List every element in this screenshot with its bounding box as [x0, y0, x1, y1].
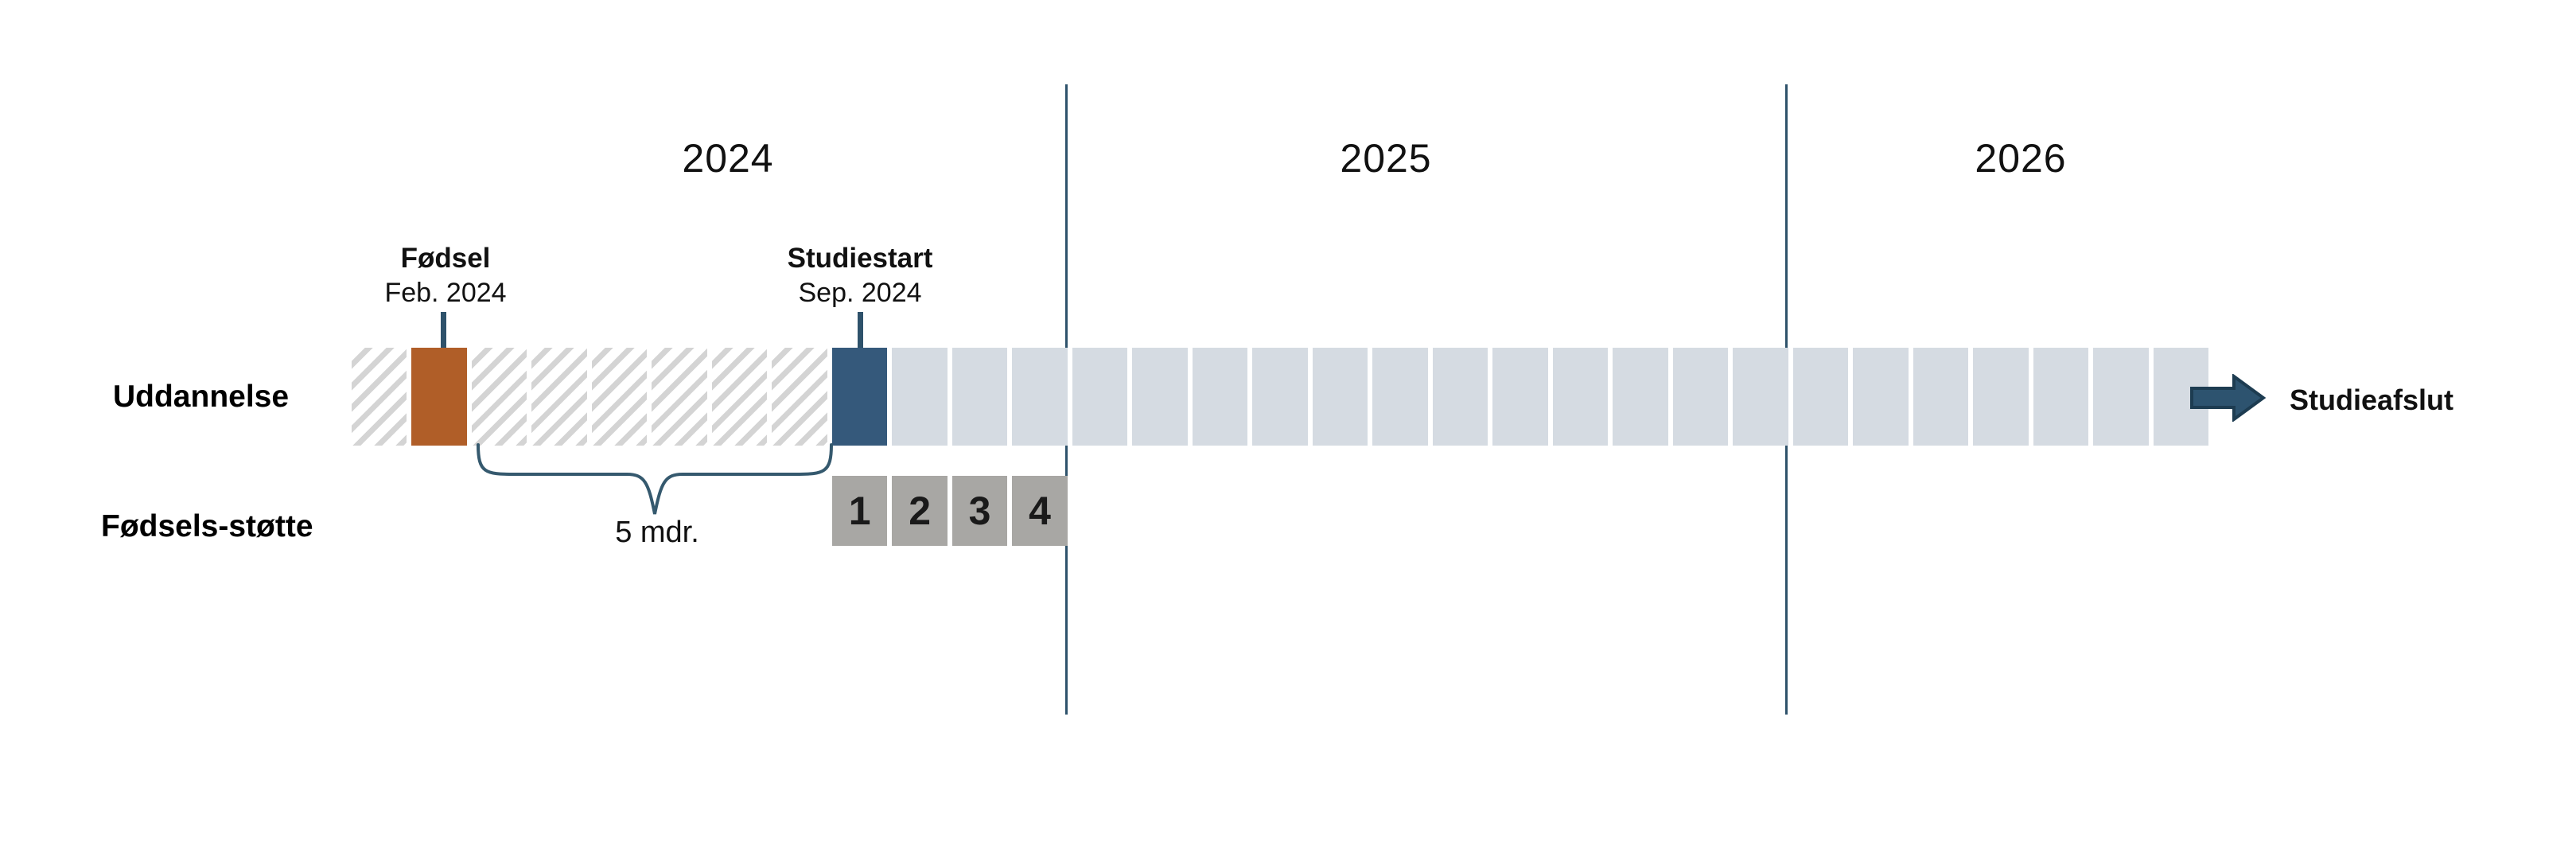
month-cell-8-hatch	[772, 348, 827, 446]
month-cell-25-plain	[1792, 348, 1849, 446]
support-slot-empty	[2033, 476, 2088, 546]
month-cell-22-plain	[1613, 348, 1668, 446]
month-cell-23-plain	[1672, 348, 1729, 446]
event-callout-study-start: Studiestart Sep. 2024	[788, 242, 933, 310]
education-timeline-bar	[352, 348, 2209, 446]
support-box-2: 2	[892, 476, 948, 546]
support-slot-empty	[1613, 476, 1667, 546]
support-slot-empty	[1913, 476, 1968, 546]
month-cell-18-plain	[1372, 348, 1428, 446]
support-slot-empty	[1132, 476, 1187, 546]
event-study-start-date: Sep. 2024	[798, 278, 922, 308]
support-slot-empty	[1733, 476, 1788, 546]
month-cell-12-plain	[1012, 348, 1068, 446]
event-birth-date: Feb. 2024	[384, 278, 507, 308]
study-end-arrow-icon	[2190, 374, 2266, 422]
month-cell-19-plain	[1432, 348, 1488, 446]
month-cell-9-start	[831, 348, 888, 446]
month-cell-30-plain	[2093, 348, 2149, 446]
month-cell-7-hatch	[711, 348, 768, 446]
support-slot-empty	[2093, 476, 2148, 546]
month-cell-29-plain	[2033, 348, 2089, 446]
support-slot-empty	[1793, 476, 1848, 546]
month-cell-15-plain	[1192, 348, 1248, 446]
month-cell-21-plain	[1552, 348, 1609, 446]
support-slot-empty	[1252, 476, 1307, 546]
month-cell-26-plain	[1853, 348, 1909, 446]
month-cell-4-hatch	[531, 348, 587, 446]
support-box-3: 3	[951, 476, 1008, 546]
support-slot-empty	[1853, 476, 1908, 546]
support-slot-empty	[1372, 476, 1427, 546]
month-cell-1-hatch	[352, 348, 407, 446]
year-label-2024: 2024	[682, 136, 774, 181]
support-slot-empty	[1973, 476, 2028, 546]
brace-caption: 5 mdr.	[615, 516, 699, 549]
month-cell-2-birth	[411, 348, 467, 446]
month-cell-14-plain	[1132, 348, 1188, 446]
month-cell-17-plain	[1312, 348, 1368, 446]
support-slot-empty	[1072, 476, 1127, 546]
month-cell-13-plain	[1072, 348, 1128, 446]
month-cell-28-plain	[1973, 348, 2029, 446]
month-cell-3-hatch	[471, 348, 527, 446]
support-box-1: 1	[831, 476, 888, 546]
five-months-brace	[477, 443, 833, 515]
support-slot-empty	[1193, 476, 1247, 546]
year-label-2026: 2026	[1975, 136, 2067, 181]
support-slot-empty	[352, 476, 407, 546]
support-slot-empty	[1313, 476, 1368, 546]
event-birth-title: Fødsel	[400, 243, 491, 274]
month-cell-6-hatch	[652, 348, 707, 446]
support-slot-empty	[1433, 476, 1488, 546]
month-cell-24-plain	[1733, 348, 1788, 446]
month-cell-11-plain	[951, 348, 1008, 446]
event-callout-birth: Fødsel Feb. 2024	[384, 242, 506, 310]
year-label-2025: 2025	[1340, 136, 1432, 181]
month-cell-27-plain	[1913, 348, 1969, 446]
event-tick-study-start	[858, 312, 863, 348]
month-cell-20-plain	[1492, 348, 1548, 446]
support-slot-empty	[2154, 476, 2208, 546]
support-slot-empty	[1553, 476, 1608, 546]
support-box-4: 4	[1012, 476, 1068, 546]
month-cell-5-hatch	[591, 348, 648, 446]
study-end-label: Studieafslut	[2290, 384, 2454, 416]
support-slot-empty	[1673, 476, 1728, 546]
row-label-education: Uddannelse	[113, 380, 290, 414]
month-cell-16-plain	[1252, 348, 1308, 446]
month-cell-10-plain	[892, 348, 948, 446]
event-tick-birth	[441, 312, 446, 348]
support-slot-empty	[411, 476, 466, 546]
row-label-support: Fødsels-støtte	[101, 509, 313, 543]
support-slot-empty	[1492, 476, 1547, 546]
event-study-start-title: Studiestart	[787, 243, 933, 274]
